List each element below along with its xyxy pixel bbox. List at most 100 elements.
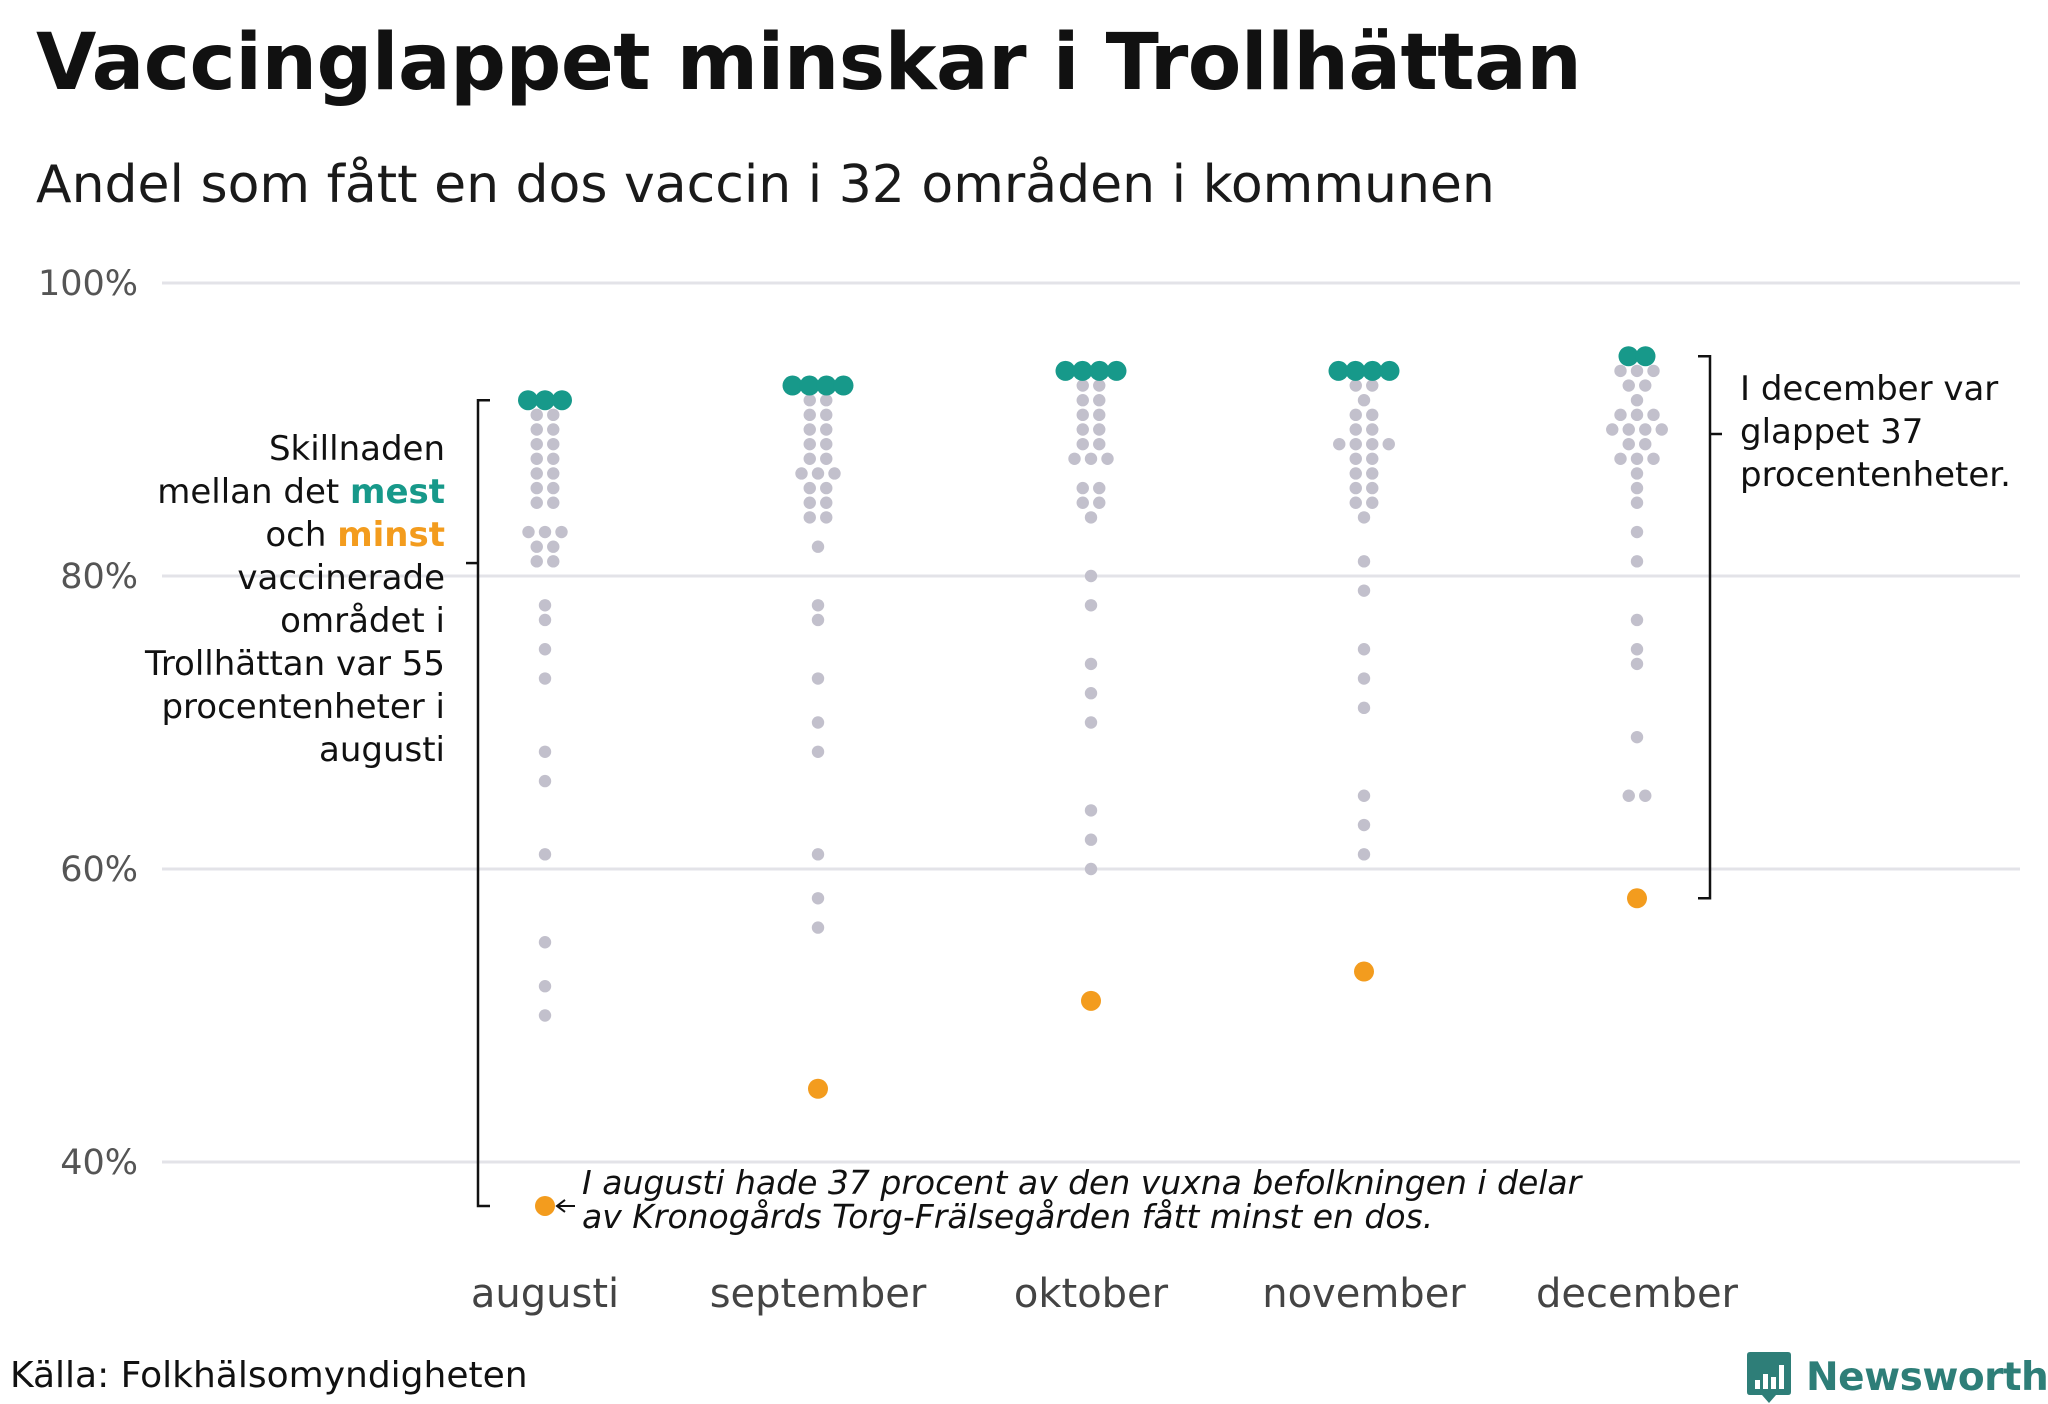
x-tick-label: september [710, 1271, 927, 1317]
annotation-left-line1: Skillnaden [268, 429, 445, 469]
bracket-december [1698, 355, 1712, 900]
data-point [811, 745, 825, 758]
data-point [820, 423, 833, 436]
annotation-arrow-head [555, 1199, 566, 1213]
data-point [1622, 789, 1635, 802]
data-point [1093, 379, 1106, 392]
data-point [1630, 394, 1644, 407]
data-point [1622, 423, 1635, 436]
data-point-most [1106, 360, 1127, 381]
data-point [1357, 818, 1371, 832]
data-point [803, 408, 816, 422]
data-point-most [1055, 360, 1076, 381]
data-point [1366, 423, 1379, 436]
y-axis-ticks: 40% 60% 80% 100% [38, 264, 138, 1183]
data-point [811, 672, 825, 685]
data-point [1084, 833, 1098, 846]
data-point [811, 716, 825, 729]
data-point [1093, 496, 1106, 509]
data-point [1639, 379, 1652, 392]
data-point [820, 511, 833, 524]
data-point [803, 511, 816, 524]
data-point [1639, 789, 1652, 802]
data-point-most [833, 375, 854, 396]
data-point [1630, 613, 1644, 627]
data-point [1349, 467, 1362, 480]
data-point [530, 540, 543, 553]
logo-text: Newsworthy [1806, 1354, 2048, 1400]
data-point [1076, 496, 1089, 509]
data-point [538, 936, 552, 949]
data-point [1614, 452, 1627, 465]
data-point-least [1627, 888, 1647, 909]
data-point [547, 481, 560, 495]
data-point [547, 540, 560, 553]
data-point [1639, 423, 1652, 436]
data-point [1630, 555, 1644, 568]
data-point [1093, 394, 1106, 407]
data-point [811, 599, 825, 612]
data-point [530, 408, 543, 422]
data-point [1084, 599, 1098, 612]
data-point [1101, 452, 1114, 465]
data-point [803, 481, 816, 495]
data-point [1076, 481, 1089, 495]
data-point [803, 452, 816, 465]
data-point [538, 774, 552, 788]
data-point [1630, 730, 1644, 744]
data-point-most [816, 375, 837, 396]
data-point [1366, 467, 1379, 480]
data-point [1349, 423, 1362, 436]
data-point [1068, 452, 1081, 465]
data-point [1366, 496, 1379, 509]
data-point [811, 613, 825, 627]
data-point [1349, 481, 1362, 495]
x-tick-label: november [1262, 1271, 1466, 1317]
annotation-left-rest: vaccinerade området i Trollhättan var 55… [145, 558, 445, 770]
chart-title: Vaccinglappet minskar i Trollhättan [36, 18, 1582, 108]
data-point [1084, 716, 1098, 729]
data-point [1614, 408, 1627, 422]
data-point [795, 467, 808, 480]
data-point-least [1081, 990, 1101, 1011]
data-point [803, 437, 816, 451]
y-tick-label: 60% [60, 850, 138, 890]
data-point [538, 525, 552, 539]
data-point [1093, 408, 1106, 422]
data-point [1630, 643, 1644, 656]
data-point [547, 437, 560, 451]
data-point [538, 643, 552, 656]
data-point [530, 437, 543, 451]
data-point [547, 452, 560, 465]
data-point-most [782, 375, 803, 396]
data-point [538, 980, 552, 993]
data-point [1366, 452, 1379, 465]
data-point [538, 599, 552, 612]
data-point [803, 394, 816, 407]
newsworthy-logo: Newsworthy [1746, 1350, 2048, 1404]
data-point [1084, 569, 1098, 583]
data-point [1357, 789, 1371, 802]
data-point [1357, 701, 1371, 715]
data-point [1084, 657, 1098, 671]
data-point [811, 892, 825, 905]
annotation-most-label: mest [350, 472, 445, 512]
data-point [811, 848, 825, 861]
data-point [1606, 423, 1619, 436]
annotation-left-line2: mellan det [157, 472, 351, 512]
data-point-most [1635, 346, 1656, 367]
data-point [1655, 423, 1668, 436]
x-tick-label: oktober [1014, 1271, 1169, 1317]
data-point [1630, 657, 1644, 671]
data-point-least [808, 1078, 828, 1099]
data-point [820, 481, 833, 495]
x-axis-labels: augusti september oktober november december [471, 1271, 1739, 1317]
data-point [811, 921, 825, 934]
data-point [1357, 555, 1371, 568]
data-point-most [1072, 360, 1093, 381]
bracket-august [476, 398, 490, 1208]
data-point [1076, 379, 1089, 392]
data-point [1647, 452, 1660, 465]
data-point [530, 467, 543, 480]
data-point [1084, 804, 1098, 817]
